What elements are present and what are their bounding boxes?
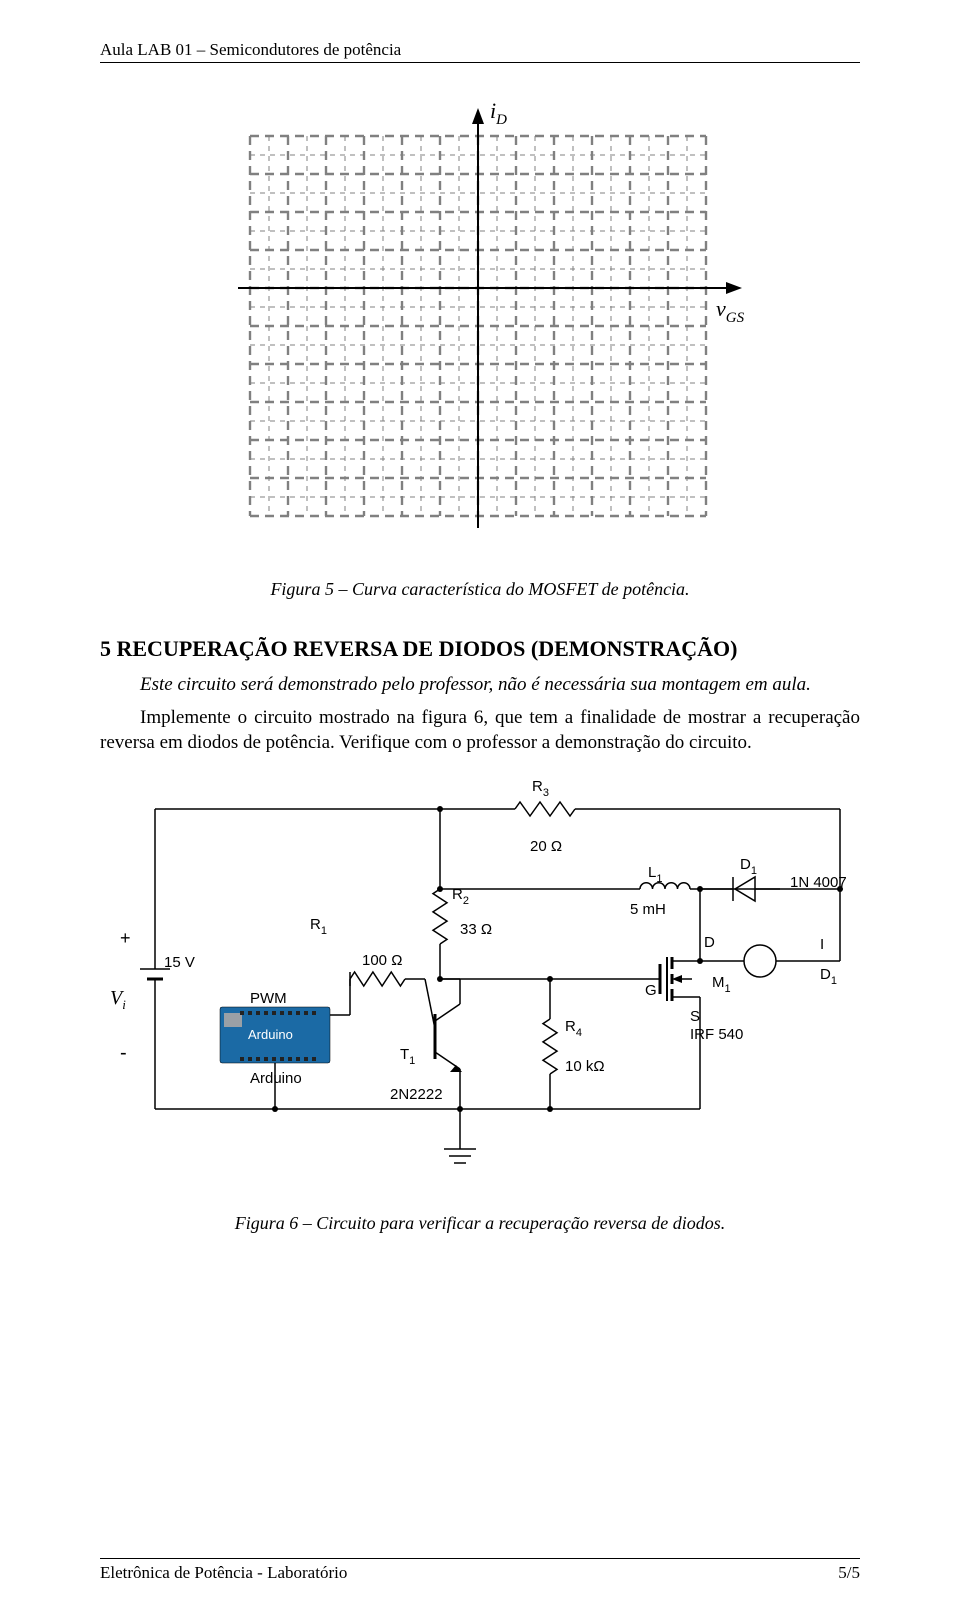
circuit-svg: +Vi-15 VR320 ΩArduinoArduinoPWMR1100 ΩR2… [100, 769, 860, 1199]
section-5-heading: 5 RECUPERAÇÃO REVERSA DE DIODOS (DEMONST… [100, 636, 860, 662]
svg-text:5 mH: 5 mH [630, 901, 666, 918]
svg-text:S: S [690, 1008, 700, 1025]
svg-text:100 Ω: 100 Ω [362, 952, 402, 969]
svg-text:D1: D1 [740, 856, 757, 877]
svg-text:20 Ω: 20 Ω [530, 838, 562, 855]
svg-text:iD: iD [490, 98, 507, 128]
svg-text:M1: M1 [712, 974, 731, 995]
svg-text:Arduino: Arduino [248, 1027, 293, 1042]
footer-right: 5/5 [838, 1563, 860, 1583]
svg-text:IRF 540: IRF 540 [690, 1026, 743, 1043]
svg-text:G: G [645, 982, 657, 999]
svg-text:2N2222: 2N2222 [390, 1086, 443, 1103]
axes-grid-svg: iD vGS [200, 91, 760, 561]
svg-text:R1: R1 [310, 916, 327, 937]
svg-text:L1: L1 [648, 864, 662, 885]
figure-6-circuit: +Vi-15 VR320 ΩArduinoArduinoPWMR1100 ΩR2… [100, 769, 860, 1199]
figure-5-caption: Figura 5 – Curva característica do MOSFE… [100, 579, 860, 600]
svg-text:PWM: PWM [250, 990, 287, 1007]
figure-5-grid: iD vGS [100, 91, 860, 561]
svg-text:vGS: vGS [716, 296, 745, 326]
page-header: Aula LAB 01 – Semicondutores de potência [100, 40, 860, 63]
svg-text:R4: R4 [565, 1018, 582, 1039]
intro-italic: Este circuito será demonstrado pelo prof… [140, 674, 811, 695]
svg-text:33 Ω: 33 Ω [460, 921, 492, 938]
svg-text:Arduino: Arduino [250, 1070, 302, 1087]
svg-text:15 V: 15 V [164, 954, 195, 971]
svg-text:T1: T1 [400, 1046, 415, 1067]
svg-text:D: D [704, 934, 715, 951]
intro-plain: Implemente o circuito mostrado na figura… [100, 707, 860, 753]
figure-6-caption: Figura 6 – Circuito para verificar a rec… [100, 1213, 860, 1234]
svg-text:I: I [820, 936, 824, 953]
paragraph-2: Implemente o circuito mostrado na figura… [100, 705, 860, 755]
svg-text:10 kΩ: 10 kΩ [565, 1058, 605, 1075]
svg-text:-: - [120, 1042, 127, 1064]
svg-text:+: + [120, 928, 131, 948]
page-footer: Eletrônica de Potência - Laboratório 5/5 [100, 1558, 860, 1583]
svg-text:R3: R3 [532, 778, 549, 799]
paragraph-1: Este circuito será demonstrado pelo prof… [100, 672, 860, 697]
svg-text:Vi: Vi [110, 987, 126, 1012]
footer-left: Eletrônica de Potência - Laboratório [100, 1563, 347, 1583]
svg-text:D1: D1 [820, 966, 837, 987]
